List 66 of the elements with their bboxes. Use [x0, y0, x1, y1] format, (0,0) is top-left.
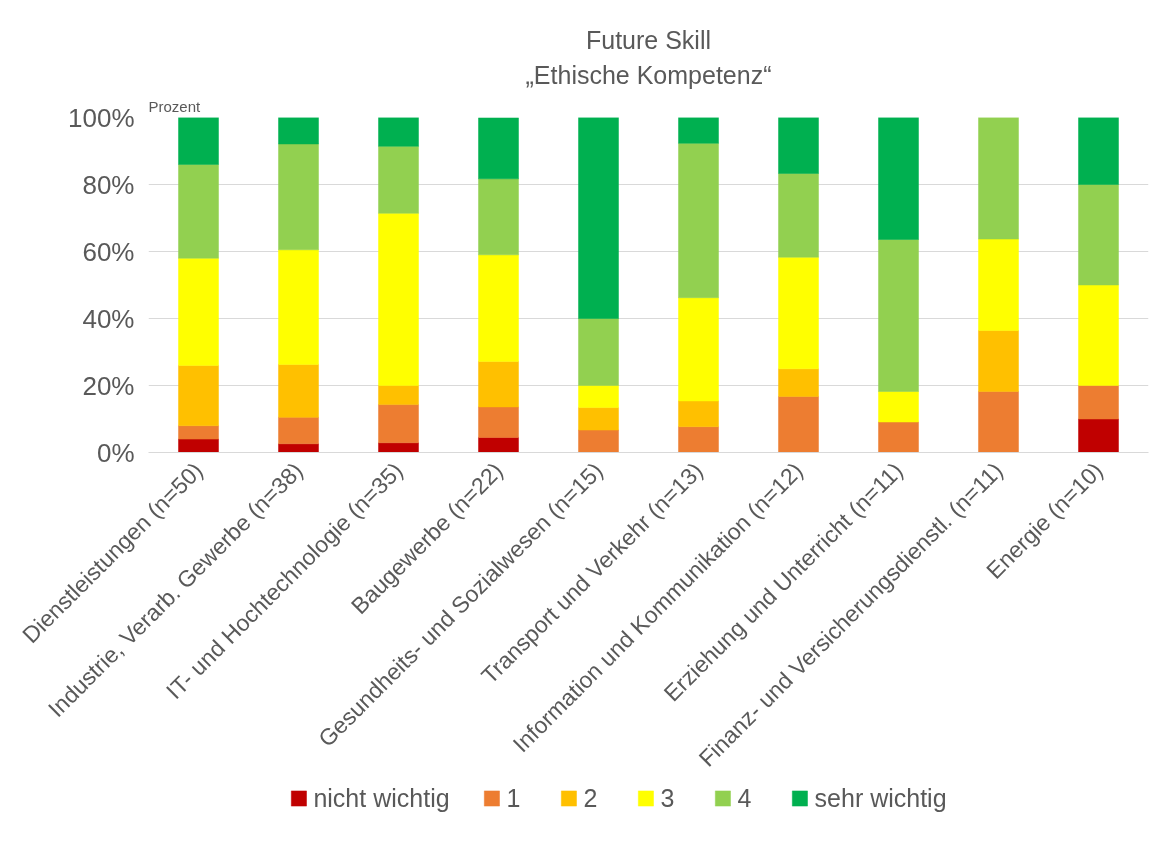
- bar: [778, 256, 819, 369]
- bar: [578, 385, 619, 408]
- bar: [378, 385, 419, 405]
- bar: [1078, 184, 1119, 286]
- bar: [778, 368, 819, 397]
- bar: [678, 297, 719, 402]
- bar: [278, 249, 319, 365]
- bar: [678, 426, 719, 453]
- bar: [578, 407, 619, 431]
- bar: [978, 117, 1019, 240]
- bar: [878, 391, 919, 423]
- legend-label: nicht wichtig: [313, 783, 450, 812]
- y-tick-label: 20%: [82, 370, 135, 401]
- bar: [178, 365, 219, 426]
- bar: [478, 117, 519, 180]
- legend-label: 3: [660, 783, 676, 812]
- y-tick-label: 60%: [82, 236, 135, 267]
- bar: [378, 442, 419, 453]
- bar: [278, 417, 319, 445]
- bar: [978, 238, 1019, 331]
- bar: [1078, 284, 1119, 386]
- bar: [178, 257, 219, 366]
- bar: [478, 254, 519, 362]
- bar: [778, 173, 819, 258]
- bar: [578, 318, 619, 386]
- bar: [778, 396, 819, 453]
- chart-title: Future Skill: [585, 25, 712, 54]
- bar: [678, 400, 719, 427]
- y-tick-label: 40%: [82, 303, 135, 334]
- bar: [378, 146, 419, 214]
- bar: [178, 117, 219, 165]
- bar: [278, 143, 319, 251]
- bar: [278, 117, 319, 145]
- bar: [478, 406, 519, 438]
- bar: [778, 117, 819, 174]
- bar: [1078, 418, 1119, 453]
- bar: [578, 429, 619, 453]
- legend-label: 4: [737, 783, 753, 812]
- bar: [378, 404, 419, 444]
- chart-subtitle: „Ethische Kompetenz“: [525, 60, 772, 89]
- y-tick-label: 100%: [68, 102, 135, 133]
- bar: [878, 421, 919, 453]
- bar: [378, 213, 419, 386]
- bar: [278, 364, 319, 418]
- bar: [1078, 385, 1119, 420]
- bar: [278, 443, 319, 453]
- bar: [378, 117, 419, 147]
- bar: [478, 361, 519, 408]
- bar: [478, 178, 519, 256]
- y-axis-title: Prozent: [148, 97, 202, 115]
- bar: [678, 143, 719, 298]
- bar: [478, 437, 519, 453]
- bar: [578, 117, 619, 319]
- bar: [878, 117, 919, 240]
- bar: [178, 425, 219, 440]
- y-tick-label: 0%: [96, 437, 135, 468]
- bar: [1078, 117, 1119, 185]
- bar: [978, 330, 1019, 392]
- legend-label: 1: [506, 783, 522, 812]
- bar: [678, 117, 719, 144]
- legend-label: sehr wichtig: [814, 783, 947, 812]
- bar: [178, 164, 219, 259]
- bar: [878, 239, 919, 392]
- y-tick-label: 80%: [82, 169, 135, 200]
- bar: [978, 391, 1019, 453]
- legend-label: 2: [583, 783, 599, 812]
